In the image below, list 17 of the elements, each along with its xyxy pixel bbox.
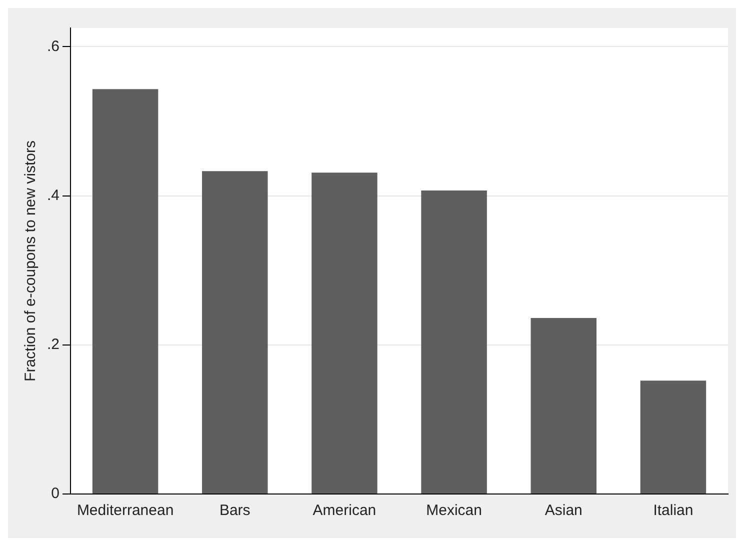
bar bbox=[421, 190, 487, 494]
bar bbox=[530, 318, 596, 494]
x-tick-label: Mediterranean bbox=[76, 502, 174, 520]
x-tick-label: Bars bbox=[219, 502, 250, 520]
x-tick-label: Mexican bbox=[426, 502, 482, 520]
x-tick-label: Asian bbox=[544, 502, 582, 520]
x-tick-label: American bbox=[312, 502, 376, 520]
x-tick-label: Italian bbox=[653, 502, 694, 520]
y-tick-label: .2 bbox=[46, 336, 60, 354]
y-axis-title: Fraction of e-coupons to new vistors bbox=[22, 140, 40, 382]
bar bbox=[92, 89, 158, 494]
bar bbox=[202, 171, 268, 494]
y-tick-label: 0 bbox=[51, 485, 60, 502]
y-tick-label: .4 bbox=[46, 186, 60, 204]
y-tick-label: .6 bbox=[46, 38, 60, 55]
bar bbox=[312, 172, 378, 494]
bar bbox=[640, 380, 706, 494]
